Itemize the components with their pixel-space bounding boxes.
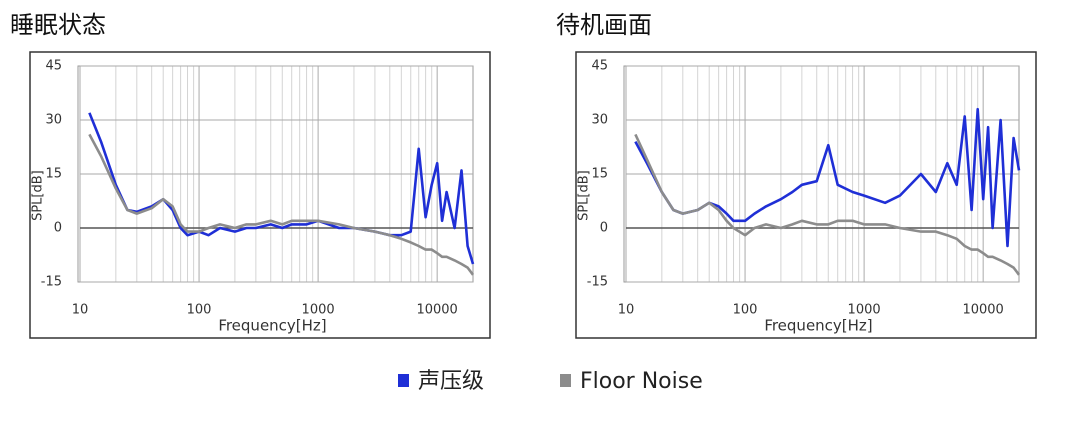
chart-title: 待机画面 — [556, 11, 652, 39]
x-tick-label: 1000 — [848, 303, 881, 318]
legend-label: Floor Noise — [580, 369, 703, 394]
y-tick-label: 0 — [600, 221, 608, 236]
x-tick-label: 10000 — [962, 303, 1003, 318]
y-tick-label: -15 — [587, 275, 608, 290]
y-axis-label: SPL[dB] — [31, 170, 46, 221]
legend-swatch — [560, 374, 571, 387]
x-axis-label: Frequency[Hz] — [218, 317, 326, 335]
x-tick-label: 10000 — [416, 303, 457, 318]
x-tick-label: 1000 — [302, 303, 335, 318]
x-tick-label: 100 — [733, 303, 758, 318]
y-tick-label: 45 — [45, 59, 62, 74]
y-tick-label: 30 — [45, 113, 62, 128]
series-line — [634, 133, 1021, 276]
legend-swatch — [398, 374, 409, 387]
y-axis-label: SPL[dB] — [577, 170, 592, 221]
y-tick-label: 15 — [591, 167, 608, 182]
panel-frame — [29, 51, 491, 339]
legend-label: 声压级 — [418, 369, 484, 394]
y-tick-label: 45 — [591, 59, 608, 74]
panel-frame — [575, 51, 1037, 339]
y-tick-label: 30 — [591, 113, 608, 128]
y-tick-label: -15 — [41, 275, 62, 290]
y-tick-label: 15 — [45, 167, 62, 182]
x-tick-label: 100 — [187, 303, 212, 318]
series-line — [88, 133, 475, 276]
chart-title: 睡眠状态 — [10, 11, 106, 39]
x-tick-label: 10 — [618, 303, 635, 318]
x-tick-label: 10 — [72, 303, 89, 318]
x-axis-label: Frequency[Hz] — [764, 317, 872, 335]
y-tick-label: 0 — [54, 221, 62, 236]
